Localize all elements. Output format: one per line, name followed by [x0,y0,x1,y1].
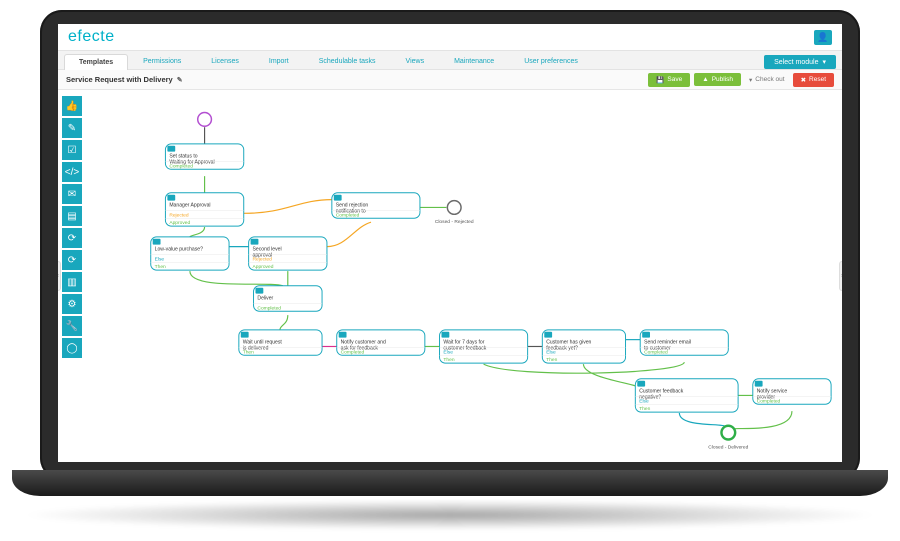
page-title: Service Request with Delivery ✎ [66,75,183,84]
tab-import[interactable]: Import [254,53,304,69]
svg-text:Then: Then [443,357,454,363]
svg-text:Low-value purchase?: Low-value purchase? [155,247,203,253]
svg-text:Else: Else [155,256,165,262]
publish-button[interactable]: ▲ Publish [694,73,741,86]
svg-text:Else: Else [639,398,649,404]
edit-title-icon[interactable]: ✎ [177,76,183,84]
rail-tool-3[interactable]: </> [62,162,82,182]
workflow-node[interactable]: Wait until requestis deliveredThen [239,330,322,355]
rail-tool-11[interactable]: ◯ [62,338,82,358]
tab-permissions[interactable]: Permissions [128,53,196,69]
workflow-node[interactable]: Wait for 7 days forcustomer feedbackElse… [440,330,528,363]
workflow-node[interactable]: Customer has givenfeedback yet?ElseThen [542,330,625,363]
svg-text:Then: Then [546,357,557,363]
tab-templates[interactable]: Templates [64,54,128,70]
chevron-down-icon: ▾ [822,58,826,66]
tool-rail: 👍✎☑</>✉▤⟳⟳▥⚙🔧◯ [62,96,82,358]
svg-text:Then: Then [243,349,254,355]
rail-tool-9[interactable]: ⚙ [62,294,82,314]
workflow-node[interactable]: Deliver Completed [254,286,323,311]
save-button[interactable]: 💾 Save [648,73,690,87]
svg-text:Completed: Completed [341,349,365,355]
svg-text:Else: Else [546,349,556,355]
tab-schedulable-tasks[interactable]: Schedulable tasks [304,53,391,69]
svg-text:Rejected: Rejected [253,256,273,262]
left-drawer-handle[interactable]: ‹ [58,261,61,291]
workflow-node[interactable]: Notify serviceproviderCompleted [753,379,831,404]
module-select-dropdown[interactable]: Select module▾ [764,55,836,69]
svg-text:Completed: Completed [336,212,360,218]
workflow-node[interactable]: Manager Approval Rejected Approved [165,193,243,226]
svg-text:Manager Approval: Manager Approval [169,202,210,208]
svg-text:Approved: Approved [169,220,190,226]
right-drawer-handle[interactable]: › [839,261,842,291]
tab-user-preferences[interactable]: User preferences [509,53,593,69]
publish-icon: ▲ [702,76,708,83]
rail-tool-4[interactable]: ✉ [62,184,82,204]
rail-tool-0[interactable]: 👍 [62,96,82,116]
rail-tool-5[interactable]: ▤ [62,206,82,226]
svg-text:Then: Then [155,264,166,270]
save-icon: 💾 [656,76,664,84]
workflow-node[interactable]: Send rejectionnotification toCompleted [332,193,420,218]
workflow-node[interactable]: Customer feedbacknegative?ElseThen [635,379,738,412]
reset-button[interactable]: ✖ Reset [793,73,834,87]
workflow-node[interactable]: Low-value purchase? Else Then [151,237,229,270]
svg-text:Else: Else [443,349,453,355]
tab-maintenance[interactable]: Maintenance [439,53,509,69]
svg-text:Completed: Completed [169,163,193,169]
main-tabs: TemplatesPermissionsLicensesImportSchedu… [58,50,842,70]
workflow-node[interactable]: Set status toWaiting for ApprovalComplet… [165,144,243,169]
svg-text:Closed - Delivered: Closed - Delivered [708,444,748,450]
svg-text:Rejected: Rejected [169,212,189,218]
tab-views[interactable]: Views [391,53,440,69]
svg-text:Deliver: Deliver [257,295,273,301]
tab-licenses[interactable]: Licenses [196,53,254,69]
close-icon: ✖ [801,76,806,84]
svg-text:Closed - Rejected: Closed - Rejected [435,219,474,225]
workflow-node[interactable]: Second levelapprovalRejectedApproved [249,237,327,270]
user-icon: 👤 [817,32,828,43]
svg-text:Completed: Completed [757,398,781,404]
workflow-node[interactable]: Send reminder emailto customerCompleted [640,330,728,355]
brand-logo: efecte [68,28,115,46]
workflow-node[interactable]: Notify customer andask for feedbackCompl… [337,330,425,355]
workflow-canvas[interactable]: Set status toWaiting for ApprovalComplet… [90,90,838,462]
svg-text:Completed: Completed [257,305,281,311]
rail-tool-1[interactable]: ✎ [62,118,82,138]
rail-tool-7[interactable]: ⟳ [62,250,82,270]
rail-tool-6[interactable]: ⟳ [62,228,82,248]
chevron-down-icon: ▾ [749,76,752,84]
rail-tool-10[interactable]: 🔧 [62,316,82,336]
rail-tool-2[interactable]: ☑ [62,140,82,160]
svg-text:Then: Then [639,406,650,412]
checkout-button[interactable]: ▾ Check out [745,76,789,84]
user-menu-button[interactable]: 👤 [814,30,832,45]
svg-text:Approved: Approved [253,264,274,270]
rail-tool-8[interactable]: ▥ [62,272,82,292]
svg-text:Completed: Completed [644,349,668,355]
